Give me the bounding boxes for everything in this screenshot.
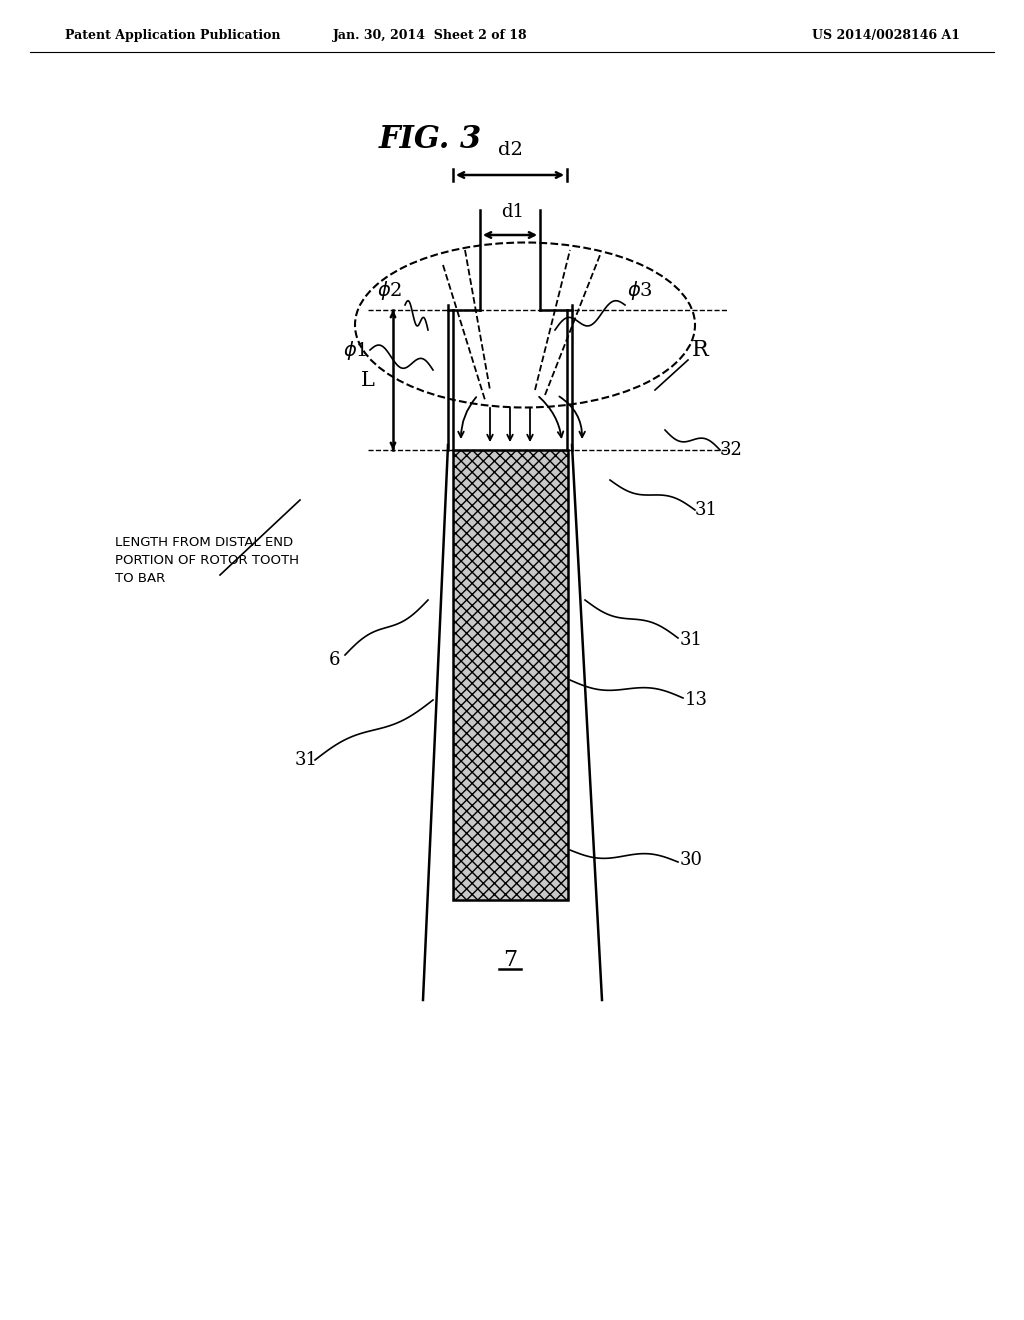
Text: US 2014/0028146 A1: US 2014/0028146 A1 — [812, 29, 961, 41]
Text: 7: 7 — [503, 949, 517, 972]
Text: 6: 6 — [330, 651, 341, 669]
Text: 32: 32 — [720, 441, 742, 459]
Text: $\phi$1: $\phi$1 — [343, 338, 368, 362]
Text: LENGTH FROM DISTAL END
PORTION OF ROTOR TOOTH
TO BAR: LENGTH FROM DISTAL END PORTION OF ROTOR … — [115, 536, 299, 585]
Text: Jan. 30, 2014  Sheet 2 of 18: Jan. 30, 2014 Sheet 2 of 18 — [333, 29, 527, 41]
Text: 30: 30 — [680, 851, 703, 869]
Text: R: R — [691, 339, 709, 360]
Text: FIG. 3: FIG. 3 — [379, 124, 481, 156]
Text: 31: 31 — [695, 502, 718, 519]
Text: $\phi$2: $\phi$2 — [377, 279, 402, 301]
Text: Patent Application Publication: Patent Application Publication — [65, 29, 281, 41]
Text: d2: d2 — [498, 141, 522, 158]
Text: L: L — [361, 371, 375, 389]
Text: $\phi$3: $\phi$3 — [627, 279, 653, 301]
Text: 31: 31 — [680, 631, 703, 649]
Text: 31: 31 — [295, 751, 318, 770]
Bar — [453, 450, 568, 900]
Text: d1: d1 — [502, 203, 524, 220]
Text: 13: 13 — [685, 690, 708, 709]
Bar — [453, 450, 568, 900]
